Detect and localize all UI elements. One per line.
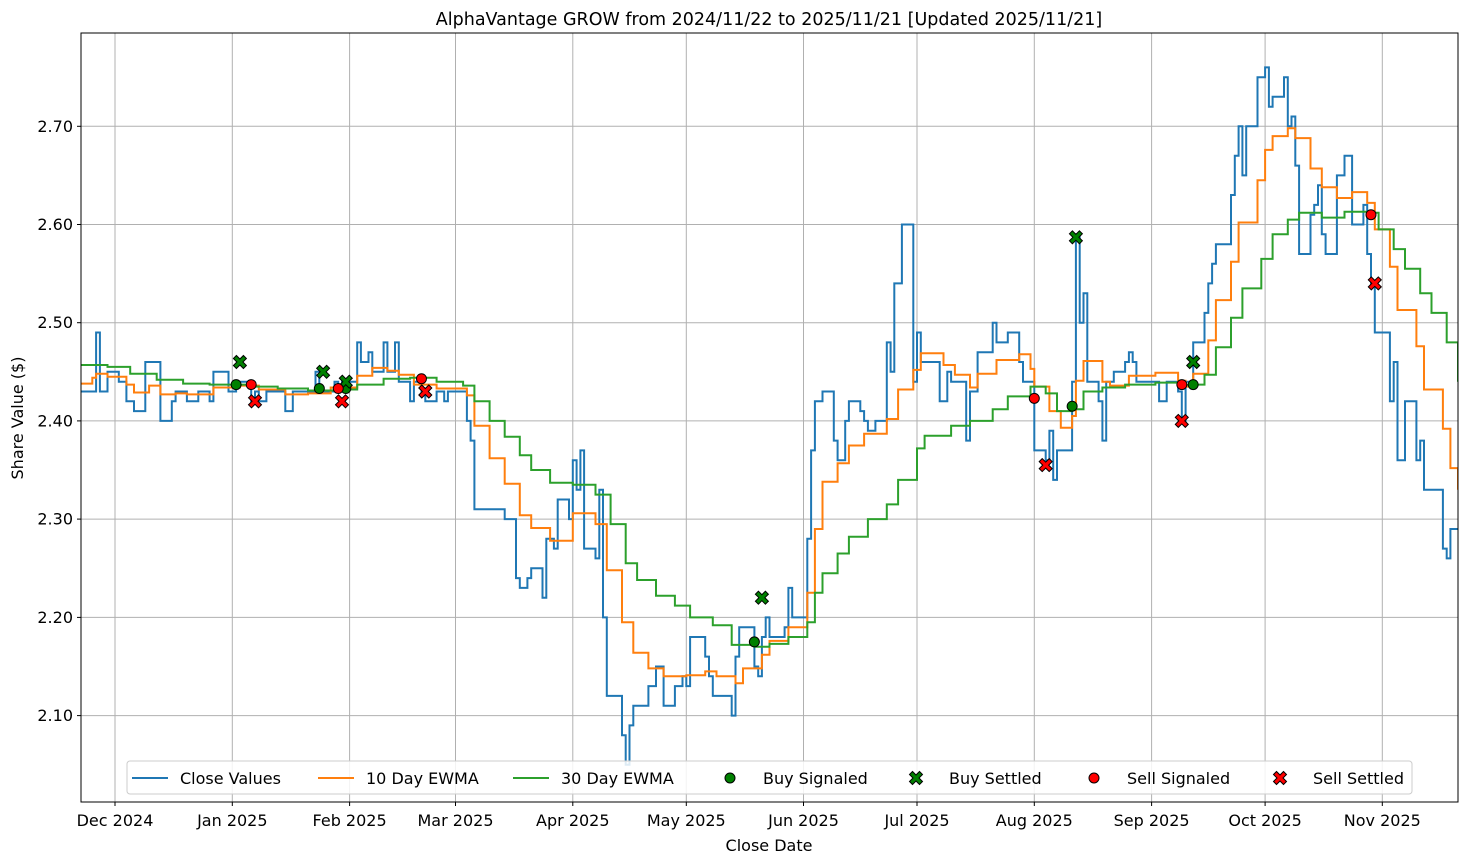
x-tick-label: Nov 2025 [1344, 811, 1421, 830]
marker-buy-settled [232, 354, 248, 370]
y-tick-label: 2.60 [37, 215, 73, 234]
chart-title: AlphaVantage GROW from 2024/11/22 to 202… [436, 10, 1102, 30]
marker-buy-signaled [748, 636, 760, 648]
marker-sell-settled [334, 394, 350, 409]
y-axis-label: Share Value ($) [8, 357, 27, 480]
x-tick-label: Jul 2025 [883, 811, 949, 830]
x-tick-label: Apr 2025 [536, 811, 609, 830]
legend-label: Sell Signaled [1127, 769, 1230, 788]
y-tick-label: 2.70 [37, 117, 73, 136]
legend-swatch [1272, 770, 1288, 786]
axis-ticks: Dec 2024 Jan 2025 Feb 2025 Mar 2025 Apr 2025… [37, 117, 1420, 830]
x-tick-label: Jan 2025 [196, 811, 267, 830]
marker-buy-settled [1185, 354, 1201, 370]
legend: Close Values 10 Day EWMA 30 Day EWMA Buy Si… [126, 760, 1413, 795]
marker-buy-signaled [1066, 400, 1078, 412]
legend-label: 30 Day EWMA [561, 769, 674, 788]
legend-label: Close Values [180, 769, 281, 788]
legend-label: 10 Day EWMA [366, 769, 479, 788]
marker-buy-signaled [1187, 379, 1199, 391]
signal-markers [230, 209, 1383, 648]
marker-sell-signaled [1176, 379, 1188, 391]
legend-label: Buy Settled [949, 769, 1042, 788]
y-tick-label: 2.10 [37, 706, 73, 725]
marker-sell-signaled [1028, 392, 1040, 404]
legend-swatch [908, 770, 924, 786]
marker-sell-signaled [332, 383, 344, 395]
y-tick-label: 2.20 [37, 608, 73, 627]
marker-sell-signaled [245, 379, 257, 391]
marker-sell-settled [418, 384, 433, 399]
marker-sell-signaled [1365, 209, 1377, 221]
legend-swatch [1088, 772, 1100, 784]
y-tick-label: 2.40 [37, 411, 73, 430]
x-tick-label: Dec 2024 [77, 811, 154, 830]
x-tick-label: Sep 2025 [1114, 811, 1190, 830]
x-tick-label: Jun 2025 [767, 811, 839, 830]
marker-sell-settled [1367, 276, 1383, 291]
x-tick-label: Oct 2025 [1228, 811, 1301, 830]
marker-buy-settled [1068, 230, 1084, 245]
x-tick-label: Feb 2025 [313, 811, 387, 830]
x-tick-label: Mar 2025 [418, 811, 494, 830]
marker-sell-settled [1174, 413, 1190, 429]
marker-buy-signaled [230, 379, 242, 391]
y-tick-label: 2.50 [37, 313, 73, 332]
plot-frame [80, 32, 1459, 803]
series-line-30-day-ewma [81, 210, 1458, 648]
marker-buy-settled [754, 590, 770, 605]
y-tick-label: 2.30 [37, 510, 73, 529]
legend-box [126, 760, 1413, 795]
series-line-10-day-ewma [81, 127, 1458, 685]
x-tick-label: Aug 2025 [996, 811, 1073, 830]
marker-sell-settled [1038, 457, 1053, 473]
legend-label: Buy Signaled [763, 769, 868, 788]
legend-swatch [724, 772, 736, 784]
x-axis-label: Close Date [726, 836, 813, 855]
marker-sell-settled [247, 394, 263, 409]
marker-buy-settled [315, 364, 331, 380]
x-tick-label: May 2025 [647, 811, 726, 830]
marker-buy-signaled [313, 383, 325, 395]
legend-label: Sell Settled [1313, 769, 1404, 788]
marker-sell-signaled [415, 373, 427, 385]
